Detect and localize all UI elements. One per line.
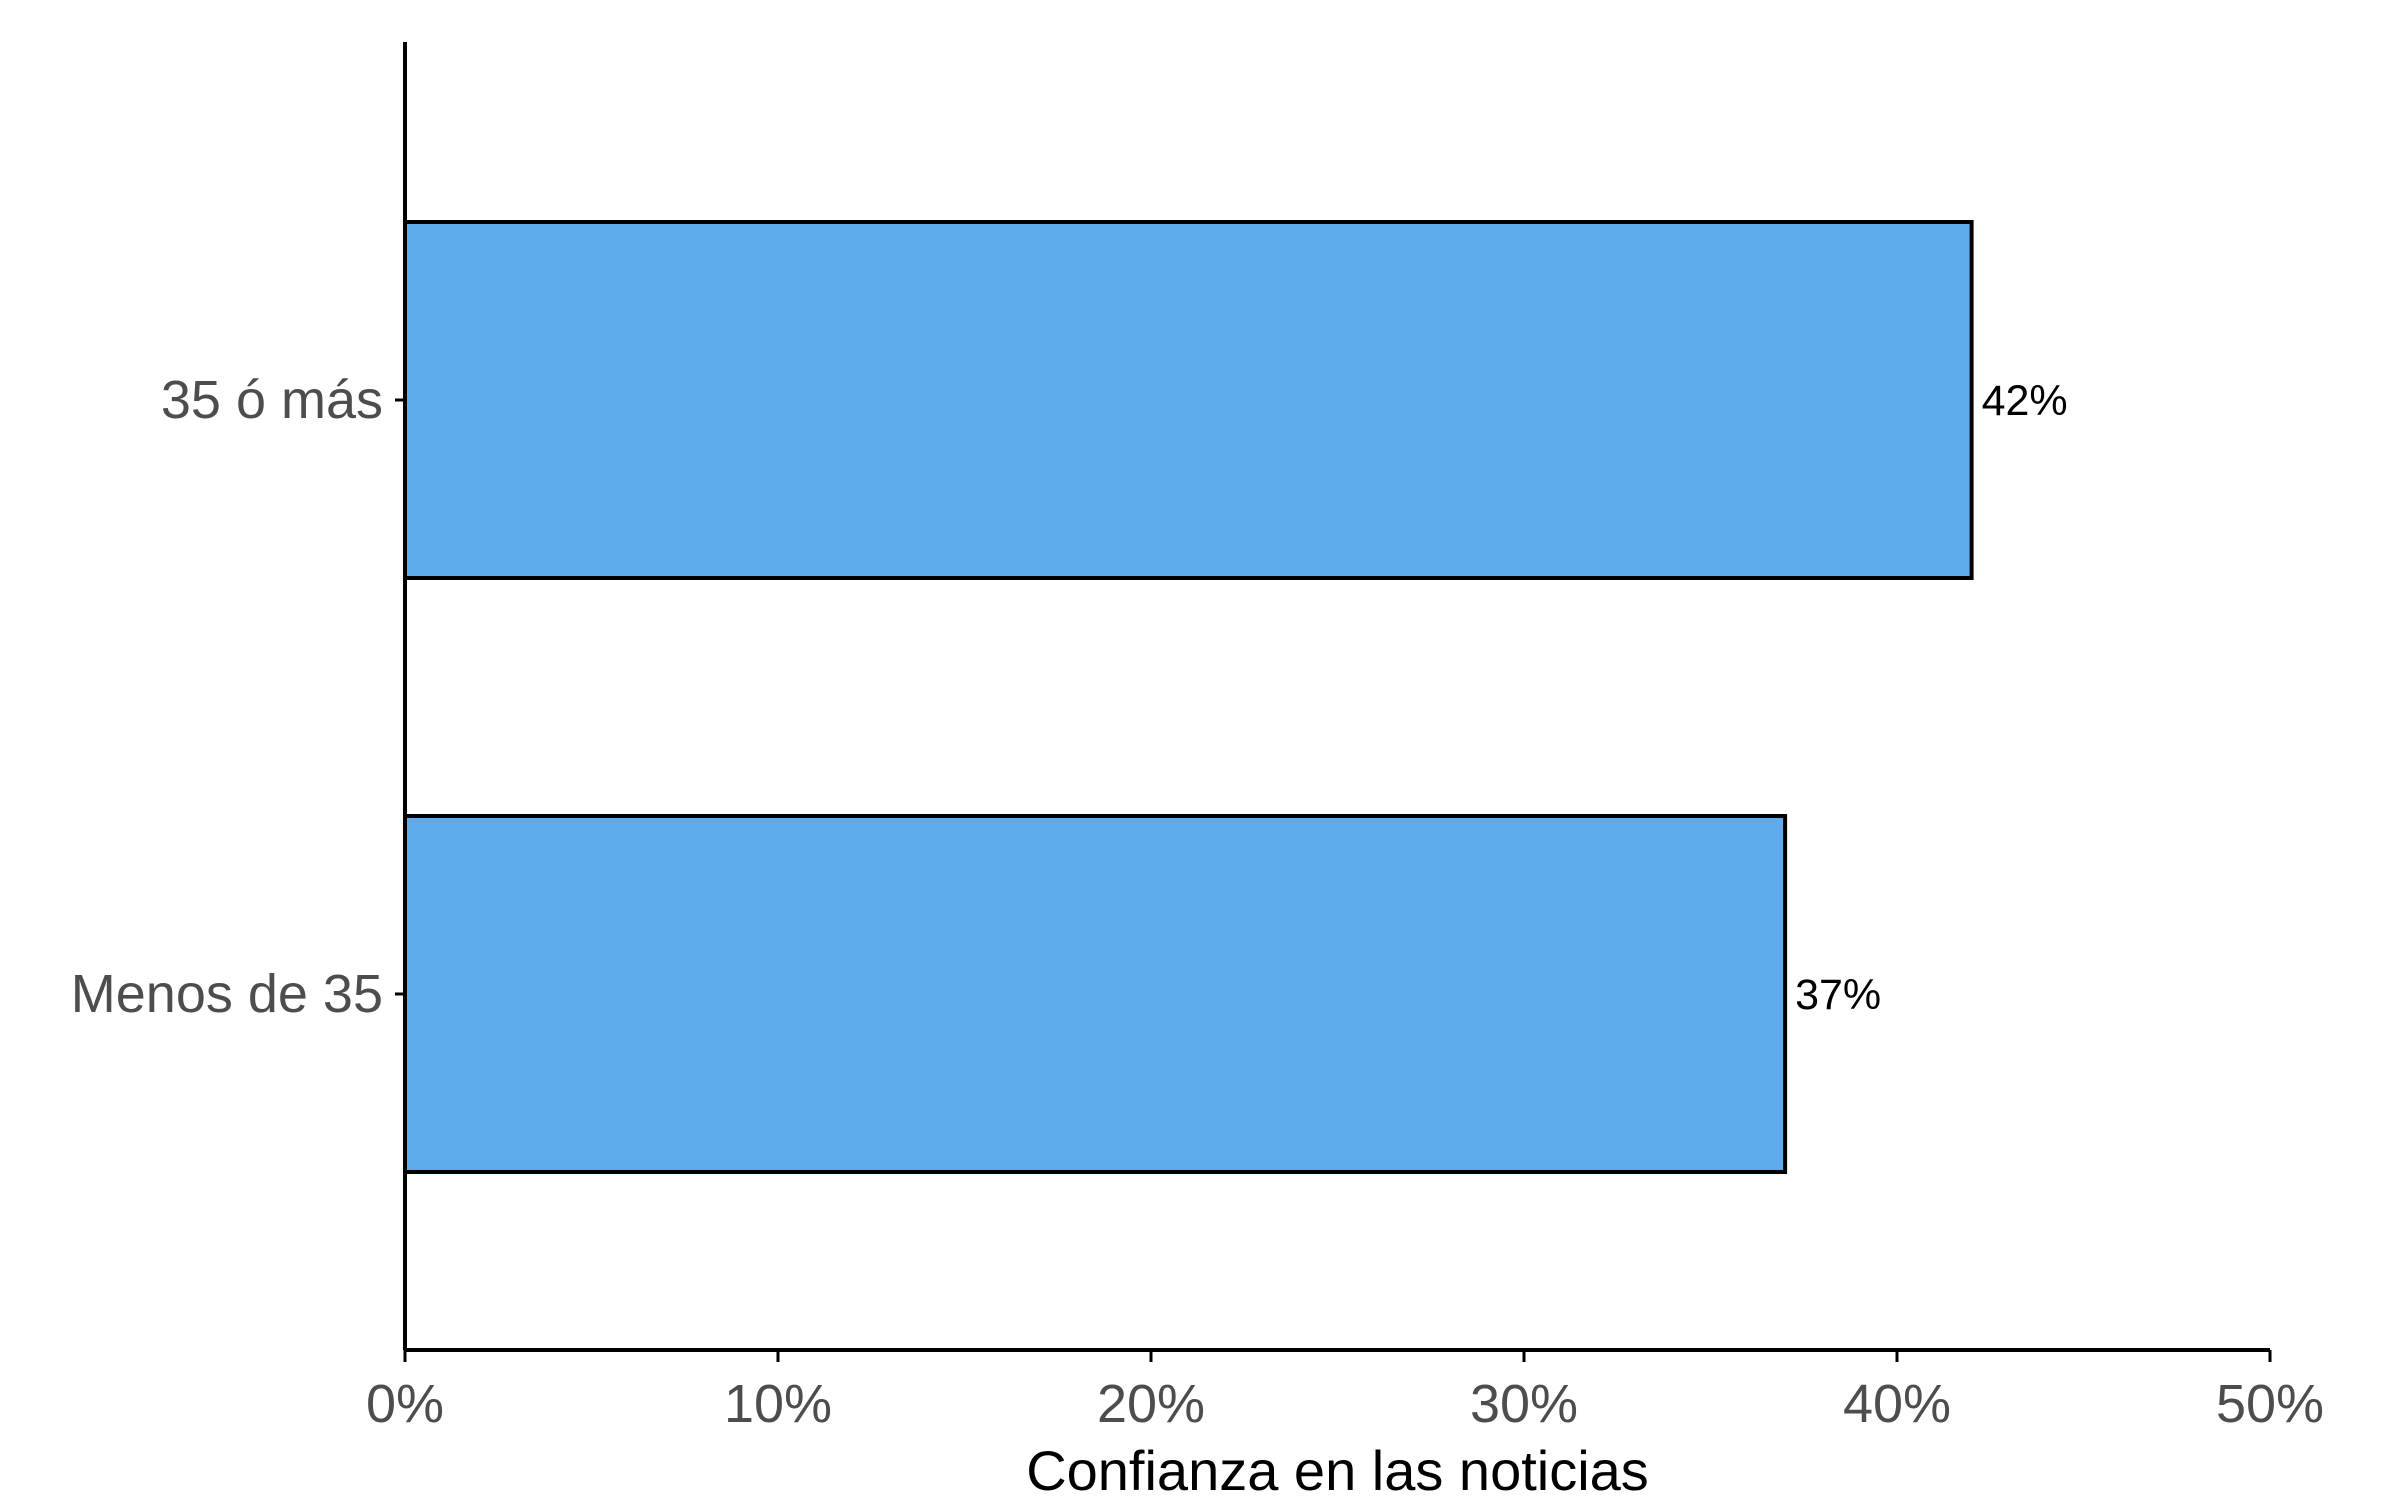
data-label-1: 37%: [1795, 971, 1881, 1019]
bar-0: [403, 220, 1974, 580]
category-label-0: 35 ó más: [161, 370, 383, 430]
x-tick-label-3: 30%: [1470, 1374, 1578, 1434]
category-label-1: Menos de 35: [71, 964, 383, 1024]
x-tick-label-2: 20%: [1097, 1374, 1205, 1434]
labels-layer: 42% 35 ó más 37% Menos de 35 0% 10% 20% 30% 40% 5…: [71, 370, 2324, 1434]
x-tick-label-4: 40%: [1843, 1374, 1951, 1434]
x-tick-label-5: 50%: [2216, 1374, 2324, 1434]
bars-layer: [403, 220, 1974, 1174]
x-tick-label-1: 10%: [724, 1374, 832, 1434]
data-label-0: 42%: [1982, 377, 2068, 425]
x-axis-title: Confianza en las noticias: [1026, 1439, 1649, 1500]
x-tick-label-0: 0%: [366, 1374, 444, 1434]
axes-layer: [395, 42, 2272, 1362]
bar-1: [403, 814, 1788, 1174]
